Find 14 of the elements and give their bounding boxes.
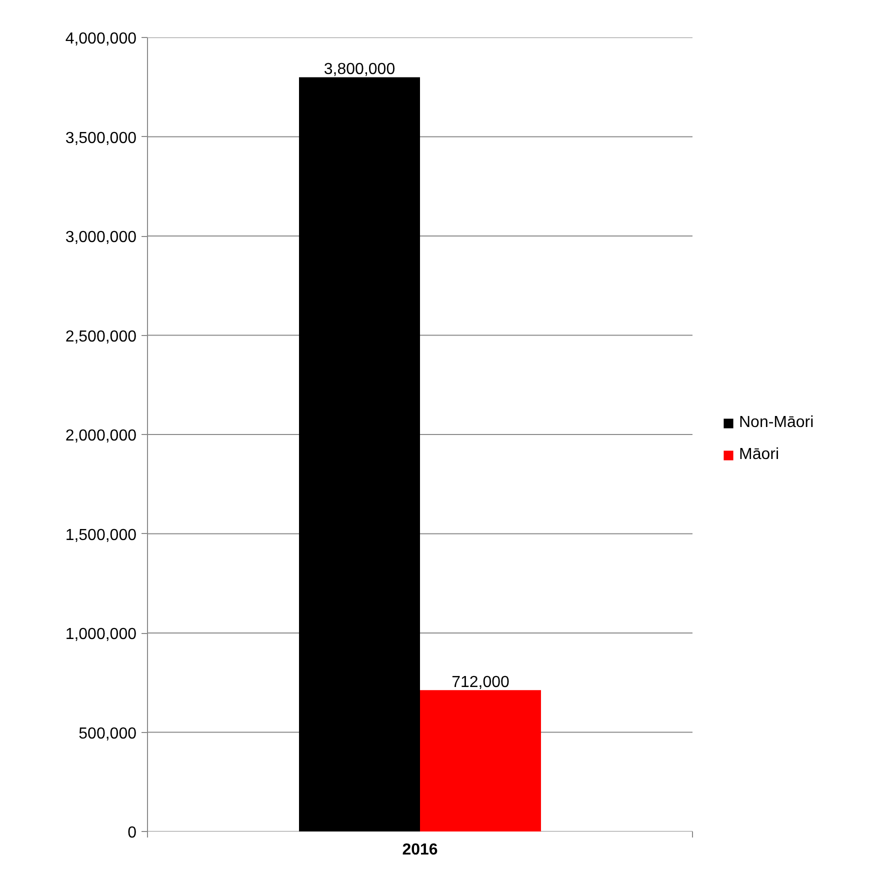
y-tick-label: 2,500,000 [65,328,137,346]
y-tick-label: 0 [128,824,137,842]
y-tick-label: 4,000,000 [65,30,137,48]
data-label: 3,800,000 [324,61,396,78]
y-tick-label: 3,500,000 [65,130,137,147]
y-tick-label: 1,500,000 [65,526,137,544]
y-tick-label: 500,000 [78,725,137,742]
data-label: 712,000 [452,674,510,692]
legend-label: Māori [739,446,780,464]
legend-label: Non-Māori [739,414,814,432]
y-tick-label: 1,000,000 [65,626,137,643]
x-tick-label: 2016 [402,842,438,858]
y-tick-label: 3,000,000 [65,229,137,246]
y-tick-label: 2,000,000 [65,428,137,444]
